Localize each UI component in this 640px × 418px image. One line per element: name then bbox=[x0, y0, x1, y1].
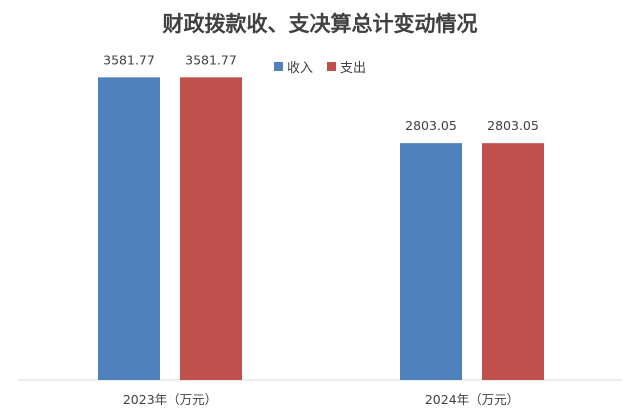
bar-expense-0 bbox=[180, 77, 242, 381]
legend-swatch-income bbox=[273, 62, 283, 71]
data-label-income-0: 3581.77 bbox=[103, 52, 155, 67]
chart-title: 财政拨款收、支决算总计变动情况 bbox=[162, 11, 478, 36]
data-label-income-1: 2803.05 bbox=[405, 118, 457, 133]
legend-item-expense: 支出 bbox=[327, 57, 366, 76]
data-label-expense-1: 2803.05 bbox=[487, 118, 539, 133]
legend-item-income: 收入 bbox=[273, 57, 313, 76]
legend-label-expense: 支出 bbox=[340, 61, 367, 76]
x-tick-label-0: 2023年（万元） bbox=[123, 392, 217, 407]
bar-expense-1 bbox=[482, 143, 544, 380]
legend-label-income: 收入 bbox=[286, 61, 313, 76]
bar-income-0 bbox=[98, 77, 160, 381]
legend-swatch-expense bbox=[327, 62, 336, 71]
x-tick-label-1: 2024年（万元） bbox=[425, 392, 519, 407]
legend: 收入 支出 bbox=[0, 57, 640, 76]
data-label-expense-0: 3581.77 bbox=[185, 52, 237, 67]
bar-income-1 bbox=[400, 143, 462, 380]
